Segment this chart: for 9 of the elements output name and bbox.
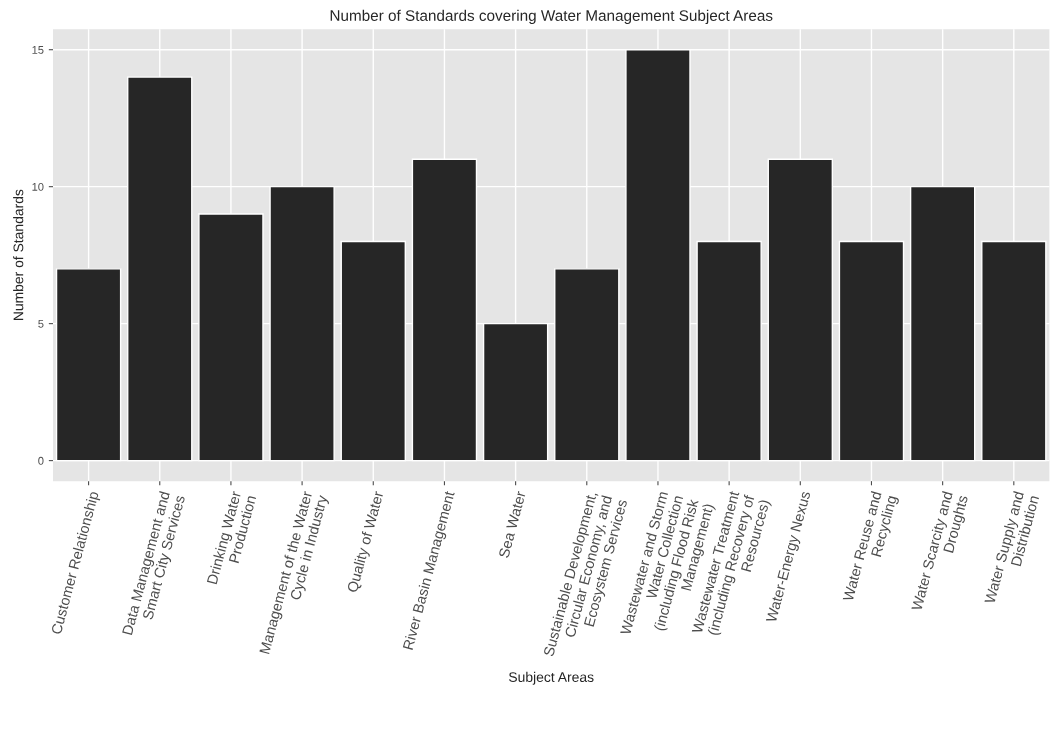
x-tick-label: Quality of Water (346, 490, 387, 594)
x-tick-label: Sea Water (498, 490, 526, 559)
x-axis-title: Subject Areas (508, 671, 594, 685)
y-tick-label: 15 (32, 46, 44, 54)
y-tick-label: 5 (38, 320, 44, 328)
y-tick-label: 0 (38, 456, 44, 465)
y-axis-title: Number of Standards (13, 189, 24, 321)
y-tick-label: 10 (32, 182, 44, 191)
chart-title: Number of Standards covering Water Management Subject Areas (330, 9, 773, 24)
